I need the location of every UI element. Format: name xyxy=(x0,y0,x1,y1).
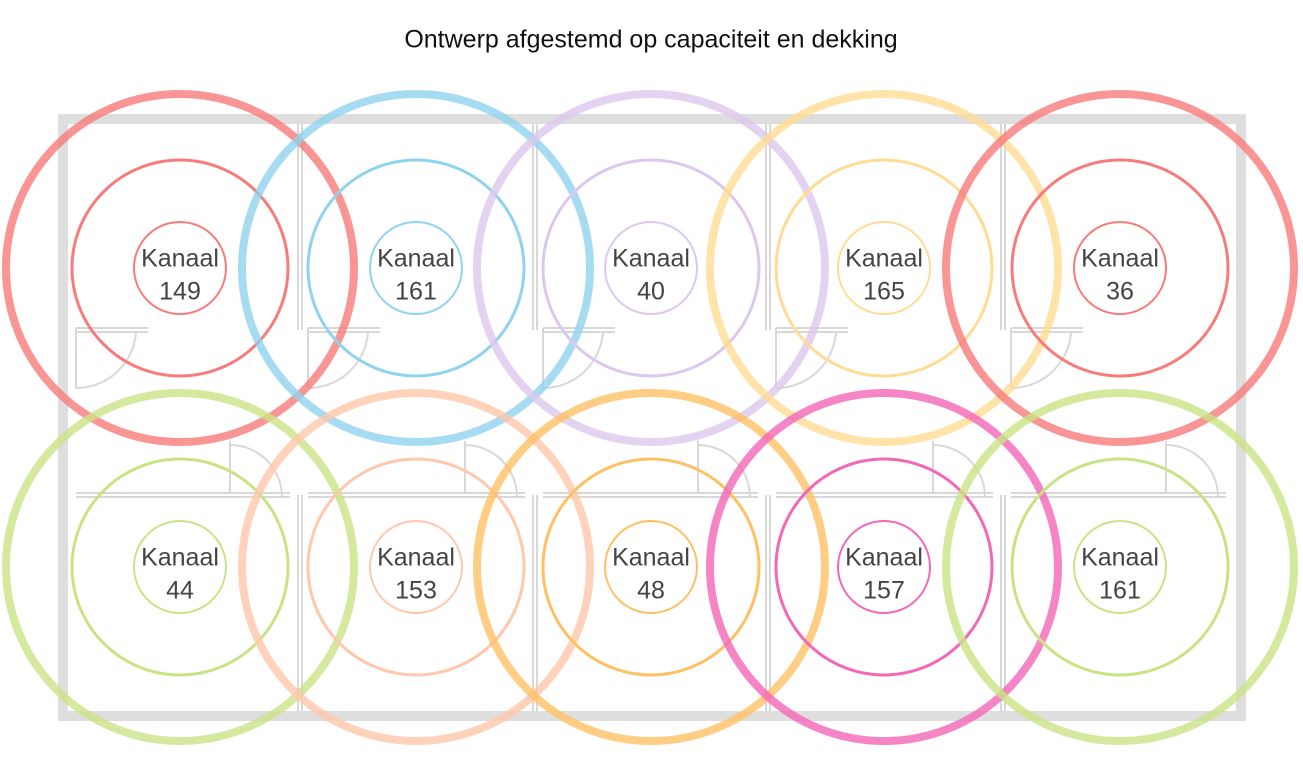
wall xyxy=(75,327,148,390)
ap-ring xyxy=(604,221,698,315)
ap-label: Kanaal xyxy=(377,245,455,273)
title: Ontwerp afgestemd op capaciteit en dekki… xyxy=(404,26,897,54)
capacity-ring xyxy=(541,457,761,677)
access-points: Kanaal 149 Kanaal 161 Kanaal 40 Kanaal 165 Kanaa… xyxy=(2,90,1298,745)
ap-channel: 153 xyxy=(395,577,437,605)
wall xyxy=(776,441,993,498)
capacity-ring xyxy=(1010,158,1230,378)
ap-ring xyxy=(369,520,463,614)
ap-ring xyxy=(837,221,931,315)
coverage-ring xyxy=(2,90,358,446)
capacity-ring xyxy=(541,158,761,378)
wall xyxy=(297,124,303,711)
coverage-ring xyxy=(2,389,358,745)
ap-ring xyxy=(1073,520,1167,614)
ap-channel: 161 xyxy=(1099,577,1141,605)
ap-channel: 161 xyxy=(395,278,437,306)
wall xyxy=(308,441,525,498)
ap-label: Kanaal xyxy=(141,544,219,572)
coverage-ring xyxy=(942,90,1298,446)
coverage-ring xyxy=(706,90,1062,446)
wall xyxy=(543,441,758,498)
ap-channel: 149 xyxy=(159,278,201,306)
outer-wall xyxy=(58,114,1246,721)
wall xyxy=(1011,441,1226,498)
ap-label: Kanaal xyxy=(377,544,455,572)
ap-ring xyxy=(133,221,227,315)
ap-label: Kanaal xyxy=(612,245,690,273)
ap-ring xyxy=(1073,221,1167,315)
ap-label: Kanaal xyxy=(845,245,923,273)
ap-label: Kanaal xyxy=(1081,544,1159,572)
coverage-ring xyxy=(473,389,829,745)
coverage-ring xyxy=(238,389,594,745)
coverage-ring xyxy=(473,90,829,446)
capacity-ring xyxy=(1010,457,1230,677)
ap-label: Kanaal xyxy=(845,544,923,572)
ap-channel: 165 xyxy=(863,278,905,306)
ap-ring xyxy=(604,520,698,614)
capacity-ring xyxy=(774,158,994,378)
ap-channel: 157 xyxy=(863,577,905,605)
capacity-ring xyxy=(306,158,526,378)
wall xyxy=(765,124,771,711)
capacity-ring xyxy=(774,457,994,677)
ap-ring xyxy=(133,520,227,614)
wall xyxy=(76,441,290,498)
ap-channel: 40 xyxy=(637,278,665,306)
capacity-ring xyxy=(70,158,290,378)
wall xyxy=(532,124,538,711)
capacity-ring xyxy=(306,457,526,677)
coverage-ring xyxy=(706,389,1062,745)
ap-channel: 36 xyxy=(1106,278,1134,306)
ap-ring xyxy=(837,520,931,614)
ap-ring xyxy=(369,221,463,315)
coverage-ring xyxy=(238,90,594,446)
coverage-ring xyxy=(942,389,1298,745)
capacity-ring xyxy=(70,457,290,677)
ap-channel: 48 xyxy=(637,577,665,605)
ap-label: Kanaal xyxy=(141,245,219,273)
ap-channel: 44 xyxy=(166,577,194,605)
wall xyxy=(1000,124,1006,711)
floor-plan xyxy=(58,114,1246,721)
ap-label: Kanaal xyxy=(612,544,690,572)
ap-label: Kanaal xyxy=(1081,245,1159,273)
